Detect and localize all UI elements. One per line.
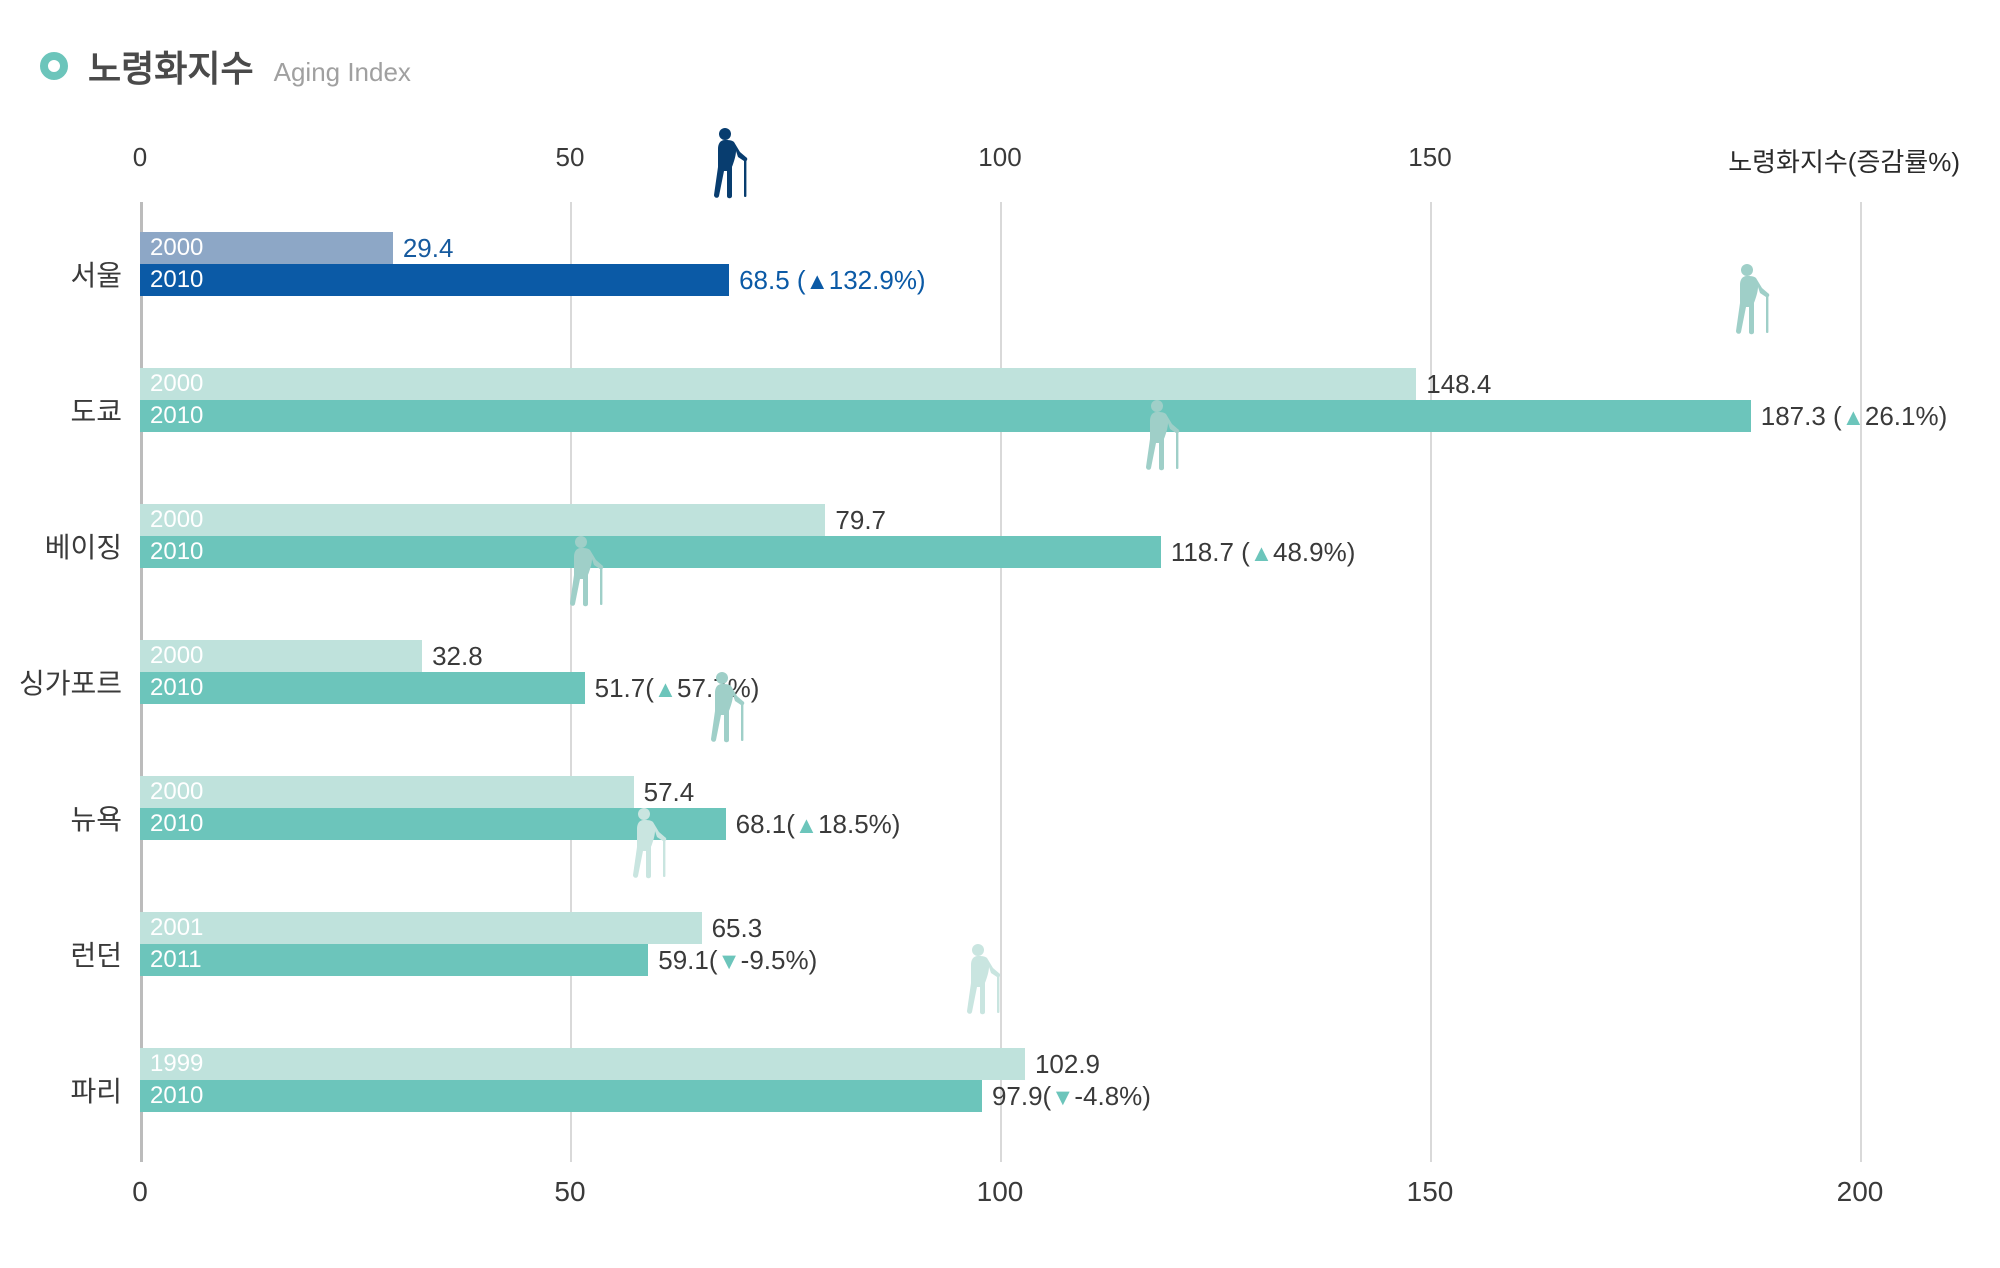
person-figure — [1140, 399, 1182, 478]
axis-bottom-tick: 100 — [977, 1176, 1024, 1208]
city-group: 서울 200029.4201068.5 (▲132.9%) — [140, 202, 1960, 338]
axis-top-tick: 100 — [978, 142, 1021, 173]
bar-year-label: 2000 — [150, 778, 203, 806]
bar: 2000 57.4 — [140, 776, 1960, 808]
bar-value-label: 68.1(▲18.5%) — [736, 809, 901, 840]
axis-top-tick: 50 — [556, 142, 585, 173]
bar: 2010 187.3 (▲26.1%) — [140, 400, 1960, 432]
plot-area: 서울 200029.4201068.5 (▲132.9%)도쿄 2000148.… — [140, 202, 1960, 1162]
bar-year-label: 2010 — [150, 538, 203, 566]
bar-year-label: 2010 — [150, 266, 203, 294]
person-icon — [961, 943, 1003, 1017]
person-figure — [708, 127, 750, 206]
bar-year-label: 1999 — [150, 1050, 203, 1078]
bar-fill — [140, 504, 825, 536]
bar-fill — [140, 912, 702, 944]
bar-year-label: 2010 — [150, 402, 203, 430]
city-label: 베이징 — [45, 526, 140, 566]
bar: 2000 79.7 — [140, 504, 1960, 536]
axis-top-tick: 150 — [1408, 142, 1451, 173]
bar-year-label: 2001 — [150, 914, 203, 942]
axis-bottom-tick: 0 — [132, 1176, 148, 1208]
city-group: 파리 1999102.9201097.9(▼-4.8%) — [140, 1018, 1960, 1154]
axis-bottom: 050100150200 — [140, 1168, 1960, 1228]
bar-fill — [140, 264, 729, 296]
bar-value-label: 59.1(▼-9.5%) — [658, 945, 817, 976]
bar-value-label: 187.3 (▲26.1%) — [1761, 401, 1948, 432]
bar-value-label: 97.9(▼-4.8%) — [992, 1081, 1151, 1112]
bar-value-label: 148.4 — [1426, 369, 1491, 400]
bar: 2010 118.7 (▲48.9%) — [140, 536, 1960, 568]
bar-value-label: 65.3 — [712, 913, 763, 944]
person-figure — [627, 807, 669, 886]
bar: 1999 102.9 — [140, 1048, 1960, 1080]
city-group: 런던 200165.3201159.1(▼-9.5%) — [140, 882, 1960, 1018]
axis-bottom-tick: 50 — [554, 1176, 585, 1208]
city-group: 도쿄 2000148.42010187.3 (▲26.1%) — [140, 338, 1960, 474]
axis-top-tick: 0 — [133, 142, 147, 173]
bullet-icon — [40, 52, 68, 80]
bar-value-label: 57.4 — [644, 777, 695, 808]
bar: 2010 97.9(▼-4.8%) — [140, 1080, 1960, 1112]
bar: 2000 32.8 — [140, 640, 1960, 672]
person-icon — [705, 671, 747, 745]
person-figure — [961, 943, 1003, 1022]
bar-fill — [140, 1080, 982, 1112]
person-figure — [564, 535, 606, 614]
bar-year-label: 2000 — [150, 370, 203, 398]
bar-value-label: 32.8 — [432, 641, 483, 672]
city-label: 싱가포르 — [19, 662, 140, 702]
person-icon — [627, 807, 669, 881]
bar: 2010 68.5 (▲132.9%) — [140, 264, 1960, 296]
axis-bottom-tick: 200 — [1837, 1176, 1884, 1208]
bar-year-label: 2010 — [150, 1082, 203, 1110]
person-icon — [708, 127, 750, 201]
axis-bottom-tick: 150 — [1407, 1176, 1454, 1208]
bar: 2000 29.4 — [140, 232, 1960, 264]
bar-fill — [140, 1048, 1025, 1080]
title-english: Aging Index — [274, 57, 411, 88]
bar-fill — [140, 400, 1751, 432]
bar: 2001 65.3 — [140, 912, 1960, 944]
legend-label: 노령화지수(증감률%) — [1728, 142, 1960, 179]
bar-fill — [140, 368, 1416, 400]
bar-year-label: 2000 — [150, 642, 203, 670]
person-figure — [705, 671, 747, 750]
bar-year-label: 2010 — [150, 674, 203, 702]
city-label: 뉴욕 — [70, 798, 140, 838]
bar-year-label: 2010 — [150, 810, 203, 838]
person-icon — [1730, 263, 1772, 337]
bar-year-label: 2000 — [150, 234, 203, 262]
bar: 201051.7(▲57.7%) — [140, 672, 1960, 704]
bar-fill — [140, 536, 1161, 568]
city-group: 베이징 200079.72010118.7 (▲48.9%) — [140, 474, 1960, 610]
title-korean: 노령화지수 — [88, 40, 254, 92]
bar-value-label: 29.4 — [403, 233, 454, 264]
bar: 2010 68.1(▲18.5%) — [140, 808, 1960, 840]
chart-header: 노령화지수 Aging Index — [40, 40, 1960, 92]
bar-fill — [140, 776, 634, 808]
person-icon — [1140, 399, 1182, 473]
bar-value-label: 118.7 (▲48.9%) — [1171, 537, 1356, 568]
person-figure — [1730, 263, 1772, 342]
bar-value-label: 68.5 (▲132.9%) — [739, 265, 926, 296]
bar-value-label: 79.7 — [835, 505, 886, 536]
bar-fill — [140, 672, 585, 704]
person-icon — [564, 535, 606, 609]
city-label: 런던 — [70, 934, 140, 974]
city-label: 서울 — [70, 254, 140, 294]
bar-year-label: 2000 — [150, 506, 203, 534]
bar-fill — [140, 944, 648, 976]
city-group: 싱가포르 200032.8201051.7(▲57.7%) — [140, 610, 1960, 746]
bar-year-label: 2011 — [150, 946, 202, 974]
bar: 2011 59.1(▼-9.5%) — [140, 944, 1960, 976]
city-label: 도쿄 — [70, 390, 140, 430]
city-label: 파리 — [70, 1070, 140, 1110]
bar-value-label: 102.9 — [1035, 1049, 1100, 1080]
bar: 2000 148.4 — [140, 368, 1960, 400]
city-group: 뉴욕 200057.4201068.1(▲18.5%) — [140, 746, 1960, 882]
chart-container: 050100150노령화지수(증감률%) 서울 200029.4201068.5… — [140, 142, 1960, 1228]
axis-top: 050100150노령화지수(증감률%) — [140, 142, 1960, 202]
